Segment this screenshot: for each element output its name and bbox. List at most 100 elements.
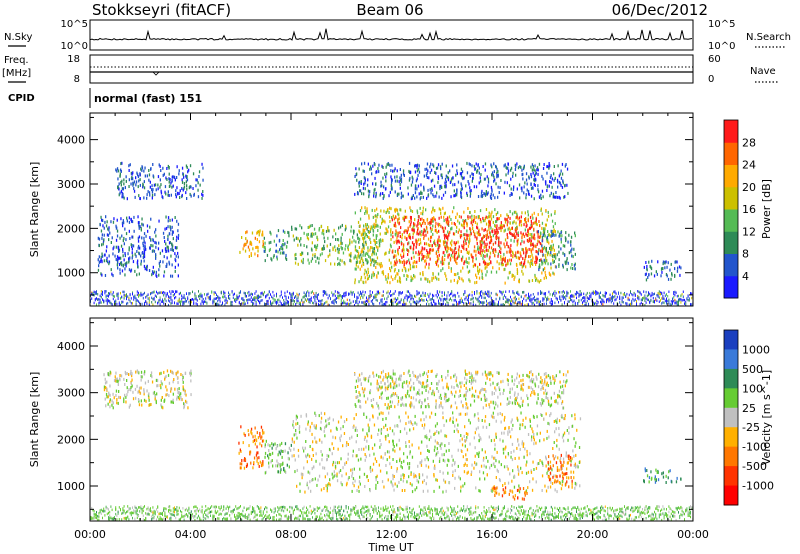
- noise-left-tick-bottom: 10^0: [61, 41, 88, 52]
- power-echo-region: [97, 215, 180, 278]
- nave-label: Nave: [750, 66, 776, 77]
- power-ground-scatter: [90, 290, 694, 307]
- colorbar-tick-label: 20: [742, 181, 756, 194]
- velocity-colorbar-label: Velocity [m s^-1]: [760, 370, 773, 465]
- velocity-frame: [89, 317, 694, 522]
- time-axis: 00:00 04:00 08:00 12:00 16:00 20:00 00:00: [74, 528, 709, 541]
- colorbar-tick-label: 12: [742, 225, 756, 238]
- beam-title: Beam 06: [356, 1, 423, 19]
- velocity-echo-region: [492, 486, 528, 501]
- y-tick-label: 1000: [57, 267, 85, 280]
- power-panel: 1000 2000 3000 4000 Slant Range [km] 4 8 12 16 20…: [28, 112, 773, 307]
- x-tick-label: 08:00: [275, 528, 307, 541]
- colorbar-swatch: [724, 186, 738, 210]
- velocity-ground-scatter: [90, 505, 694, 522]
- y-tick-label: 2000: [57, 433, 85, 446]
- y-tick-label: 3000: [57, 387, 85, 400]
- colorbar-tick-label: 24: [742, 159, 756, 172]
- velocity-ylabel: Slant Range [km]: [28, 372, 41, 468]
- y-tick-label: 2000: [57, 222, 85, 235]
- colorbar-swatch: [724, 466, 738, 487]
- x-tick-label: 16:00: [476, 528, 508, 541]
- nsky-label: N.Sky: [4, 32, 32, 43]
- header: Stokkseyri (fitACF) Beam 06 06/Dec/2012: [92, 1, 708, 19]
- x-tick-label: 20:00: [577, 528, 609, 541]
- power-echo-region: [263, 229, 290, 263]
- colorbar-swatch: [724, 275, 738, 299]
- date-title: 06/Dec/2012: [612, 1, 708, 19]
- x-tick-label: 12:00: [376, 528, 408, 541]
- xaxis-title: Time UT: [367, 541, 413, 554]
- freq-panel: Freq. [MHz] Nave 18 8 60 0: [2, 54, 779, 85]
- colorbar-swatch: [724, 388, 738, 409]
- colorbar-tick-label: 25: [742, 402, 756, 415]
- power-echo-region: [115, 161, 204, 201]
- colorbar-tick-label: -100: [742, 441, 767, 454]
- colorbar-swatch: [724, 349, 738, 370]
- power-colorbar-label: Power [dB]: [760, 179, 773, 239]
- freq-right-tick-bottom: 0: [708, 74, 714, 85]
- noise-right-tick-bottom: 10^0: [708, 41, 735, 52]
- x-tick-label: 04:00: [175, 528, 207, 541]
- cpid-label: CPID: [8, 93, 35, 104]
- power-echo-region: [537, 229, 576, 272]
- colorbar-tick-label: 1000: [742, 343, 770, 356]
- colorbar-tick-label: -25: [742, 421, 760, 434]
- freq-left-tick-bottom: 8: [74, 74, 80, 85]
- y-tick-label: 3000: [57, 178, 85, 191]
- velocity-echo-region: [547, 453, 573, 489]
- velocity-echo-region: [264, 439, 292, 475]
- freq-label: Freq.: [4, 55, 29, 66]
- power-colorbar: 4 8 12 16 20 24 28 Power [dB]: [723, 119, 773, 299]
- colorbar-tick-label: -1000: [742, 480, 774, 493]
- colorbar-swatch: [724, 142, 738, 165]
- colorbar-tick-label: 500: [742, 363, 763, 376]
- velocity-colorbar: 1000 500 100 25 -25 -100 -500 -1000 Velocity [m …: [723, 329, 774, 506]
- cpid-row: CPID normal (fast) 151: [8, 88, 202, 108]
- colorbar-swatch: [724, 485, 738, 506]
- cpid-text: normal (fast) 151: [94, 92, 202, 105]
- power-echo-region: [643, 259, 682, 282]
- colorbar-swatch: [724, 368, 738, 389]
- x-tick-label: 00:00: [74, 528, 106, 541]
- x-tick-label: 00:00: [677, 528, 709, 541]
- colorbar-tick-label: 16: [742, 203, 756, 216]
- velocity-echo-region: [103, 369, 192, 410]
- power-echo-region: [239, 229, 264, 258]
- colorbar-tick-label: 8: [742, 248, 749, 261]
- colorbar-tick-label: -500: [742, 460, 767, 473]
- colorbar-swatch: [724, 164, 738, 188]
- nsearch-label: N.Search: [746, 32, 791, 43]
- y-tick-label: 1000: [57, 480, 85, 493]
- noise-right-tick-top: 10^5: [708, 19, 735, 30]
- noise-left-tick-top: 10^5: [61, 19, 88, 30]
- colorbar-swatch: [724, 407, 738, 428]
- colorbar-swatch: [724, 330, 738, 350]
- noise-trace: [89, 28, 693, 41]
- colorbar-swatch: [724, 427, 738, 448]
- colorbar-tick-label: 100: [742, 382, 763, 395]
- freq-right-tick-top: 60: [708, 54, 721, 65]
- colorbar-swatch: [724, 231, 738, 254]
- velocity-echo-region: [291, 411, 582, 494]
- colorbar-swatch: [724, 209, 738, 232]
- colorbar-swatch: [724, 253, 738, 277]
- power-echo-region: [391, 215, 544, 267]
- velocity-echo-region: [643, 467, 682, 484]
- colorbar-swatch: [724, 446, 738, 467]
- station-title: Stokkseyri (fitACF): [92, 1, 231, 19]
- velocity-echo-region: [238, 425, 265, 470]
- colorbar-tick-label: 4: [742, 270, 749, 283]
- power-ylabel: Slant Range [km]: [28, 162, 41, 258]
- power-echo-region: [354, 161, 569, 201]
- noise-panel: N.Sky N.Search 10^5 10^0 10^5 10^0: [4, 19, 791, 52]
- freq-left-tick-top: 18: [67, 54, 80, 65]
- mhz-label: [MHz]: [2, 68, 31, 79]
- colorbar-tick-label: 28: [742, 136, 756, 149]
- y-tick-label: 4000: [57, 134, 85, 147]
- y-tick-label: 4000: [57, 340, 85, 353]
- velocity-echo-region: [354, 369, 569, 410]
- freq-dip-marker: [152, 71, 160, 76]
